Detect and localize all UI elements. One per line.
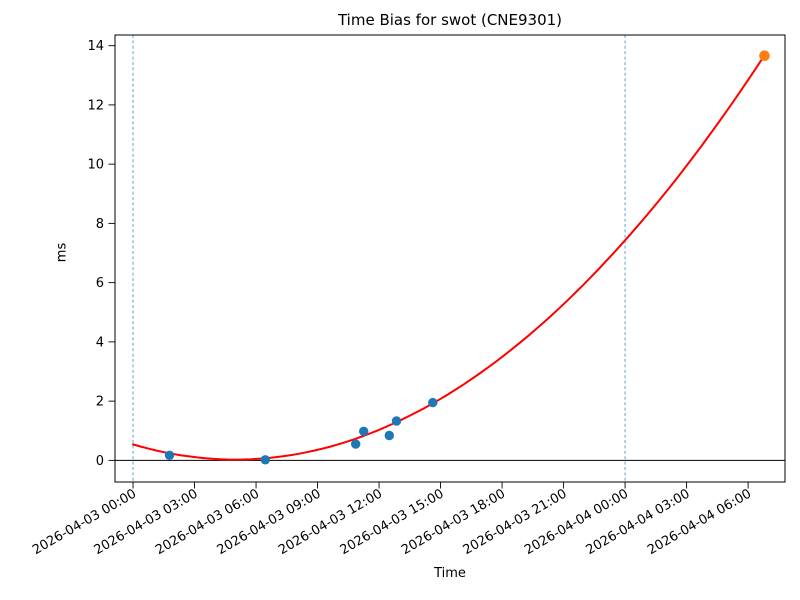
y-tick-label: 0 <box>96 454 104 469</box>
chart-title: Time Bias for swot (CNE9301) <box>337 11 563 29</box>
x-tick-label: 2026-04-03 18:00 <box>399 486 508 558</box>
x-tick-label: 2026-04-04 06:00 <box>645 486 754 558</box>
data-point <box>428 397 438 408</box>
x-tick-label: 2026-04-03 21:00 <box>461 486 570 558</box>
x-tick-label: 2026-04-03 15:00 <box>338 486 447 558</box>
x-tick-label: 2026-04-04 00:00 <box>522 486 631 558</box>
latest-data-point <box>759 50 770 61</box>
y-tick-label: 8 <box>96 217 104 232</box>
y-axis-label: ms <box>54 242 70 263</box>
data-point <box>164 450 175 460</box>
fit-curve <box>132 54 766 461</box>
x-axis-label: Time <box>434 566 466 581</box>
x-tick-label: 2026-04-03 03:00 <box>92 486 201 558</box>
x-tick-label: 2026-04-04 03:00 <box>584 486 693 558</box>
data-point <box>384 430 394 441</box>
y-tick-label: 14 <box>87 39 104 54</box>
y-tick-label: 6 <box>96 276 104 291</box>
y-tick-label: 12 <box>87 98 104 113</box>
y-tick-label: 4 <box>96 335 104 350</box>
x-tick-label: 2026-04-03 09:00 <box>215 486 324 558</box>
y-tick-label: 10 <box>87 158 104 173</box>
data-point <box>260 455 270 465</box>
data-point <box>391 416 402 426</box>
data-point <box>351 439 361 449</box>
plot-frame <box>114 34 786 483</box>
x-tick-label: 2026-04-03 06:00 <box>153 486 262 558</box>
x-tick-label: 2026-04-03 12:00 <box>276 486 385 558</box>
data-point <box>359 426 369 436</box>
y-tick-label: 2 <box>96 395 104 410</box>
x-tick-label: 2026-04-03 00:00 <box>30 486 139 558</box>
